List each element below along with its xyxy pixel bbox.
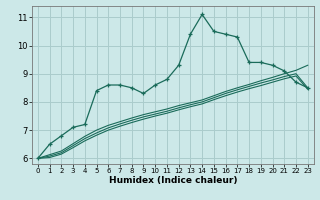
X-axis label: Humidex (Indice chaleur): Humidex (Indice chaleur): [108, 176, 237, 185]
